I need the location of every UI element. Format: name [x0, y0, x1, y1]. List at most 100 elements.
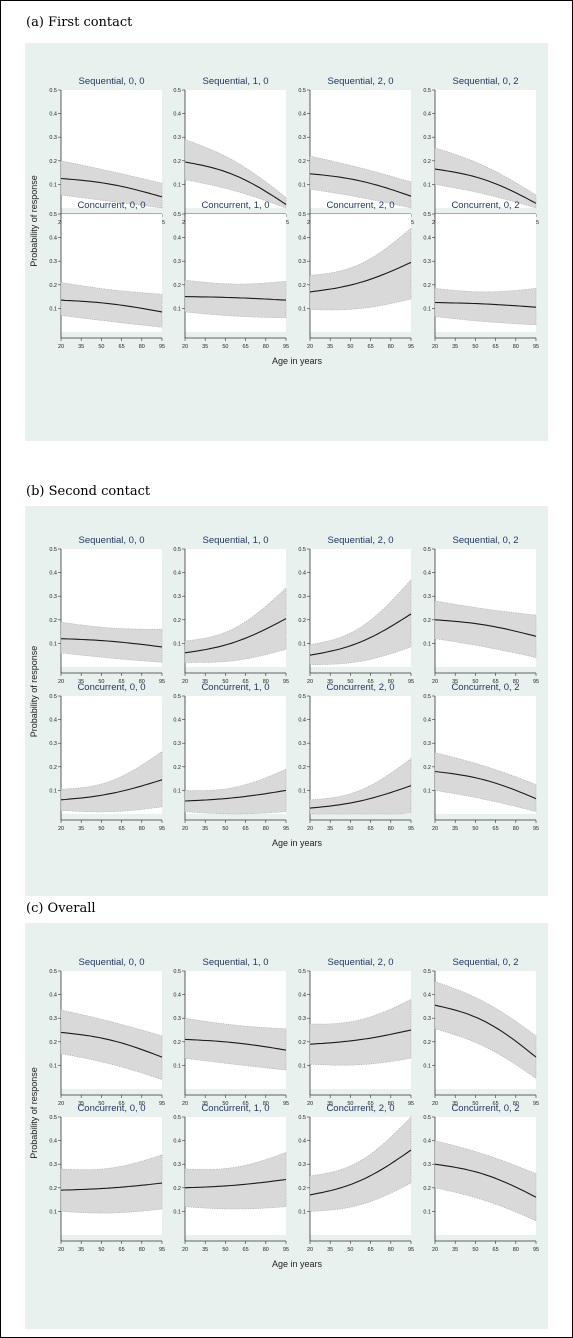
y-tick-label: 0.3	[173, 1016, 181, 1022]
fitted-line	[184, 161, 287, 205]
y-tick-label: 0.2	[49, 618, 57, 624]
fitted-line	[434, 301, 537, 308]
y-tick-label: 0.5	[49, 694, 57, 700]
x-tick-label: 20	[432, 1101, 438, 1107]
y-tick-label: 0.1	[173, 788, 181, 794]
y-tick-label: 0.5	[423, 88, 431, 94]
y-tick-label: 0.3	[49, 135, 57, 141]
subplot-title: Sequential, 0, 2	[452, 957, 518, 968]
x-tick-label: 35	[327, 826, 333, 832]
x-tick-label: 65	[119, 679, 125, 685]
y-tick-label: 0.1	[423, 1209, 431, 1215]
x-tick-label: 20	[182, 344, 188, 350]
confidence-band	[184, 587, 287, 663]
y-tick-label: 0.1	[298, 1209, 306, 1215]
x-tick-label: 65	[368, 826, 374, 832]
y-tick-label: 0.4	[423, 571, 431, 577]
x-tick-label: 65	[243, 1101, 249, 1107]
fitted-line	[60, 638, 163, 648]
y-axis-label: Probability of response	[29, 1067, 39, 1159]
x-tick-label: 80	[513, 344, 519, 350]
y-tick-label: 0.1	[423, 182, 431, 188]
confidence-band	[184, 1151, 287, 1210]
x-tick-label: 35	[78, 1247, 84, 1253]
x-tick-label: 95	[533, 1247, 539, 1253]
subplot-title: Sequential, 1, 0	[202, 957, 268, 968]
y-tick-label: 0.1	[49, 1063, 57, 1069]
y-axis-label: Probability of response	[29, 175, 39, 267]
fitted-line	[184, 296, 287, 301]
subplot: Concurrent, 2, 0 0.1 0.2 0.3 0.4 0.5 20 35 50 65 8…	[298, 200, 414, 350]
subplot: Sequential, 0, 2 0.1 0.2 0.3 0.4 0.5 20 35 50 65 8…	[423, 957, 539, 1107]
x-tick-label: 65	[243, 1247, 249, 1253]
x-tick-label: 80	[139, 826, 145, 832]
x-tick-label: 80	[139, 1101, 145, 1107]
subplot-title: Concurrent, 2, 0	[326, 200, 394, 211]
y-tick-label: 0.3	[298, 741, 306, 747]
x-tick-label: 65	[119, 1247, 125, 1253]
x-tick-label: 65	[368, 679, 374, 685]
fitted-line	[434, 1163, 537, 1198]
y-tick-label: 0.3	[49, 1016, 57, 1022]
subplot: Sequential, 2, 00.10.20.30.40.5203550658…	[298, 76, 414, 226]
x-tick-label: 50	[347, 826, 353, 832]
confidence-band	[184, 279, 287, 319]
x-tick-label: 20	[58, 679, 64, 685]
x-tick-label: 50	[222, 344, 228, 350]
y-tick-label: 0.3	[49, 1162, 57, 1168]
x-tick-label: 95	[533, 344, 539, 350]
x-tick-label: 80	[388, 344, 394, 350]
y-tick-label: 0.2	[298, 618, 306, 624]
y-tick-label: 0.4	[298, 993, 306, 999]
x-tick-label: 65	[243, 679, 249, 685]
fitted-line	[434, 619, 537, 637]
fitted-line	[309, 261, 412, 293]
confidence-band	[434, 981, 537, 1079]
x-tick-label: 20	[432, 826, 438, 832]
x-tick-label: 95	[408, 1101, 414, 1107]
y-tick-label: 0.1	[298, 788, 306, 794]
y-tick-label: 0.5	[49, 547, 57, 553]
x-tick-label: 65	[493, 344, 499, 350]
section-title-a: (a) First contact	[26, 15, 133, 30]
subplot: Sequential, 1, 0 0.1 0.2 0.3 0.4 0.5 20 35 50 65 8…	[173, 957, 289, 1107]
x-tick-label: 65	[119, 1101, 125, 1107]
x-tick-label: 95	[408, 826, 414, 832]
y-tick-label: 0.1	[49, 1209, 57, 1215]
subplot-title: Sequential, 0, 2	[452, 76, 518, 87]
y-tick-label: 0.2	[298, 1186, 306, 1192]
x-tick-label: 35	[202, 679, 208, 685]
x-tick-label: 20	[307, 1247, 313, 1253]
fitted-line	[60, 779, 163, 801]
x-tick-label: 20	[58, 1101, 64, 1107]
y-tick-label: 0.1	[423, 788, 431, 794]
fitted-line	[434, 1004, 537, 1058]
confidence-band	[60, 750, 163, 813]
subplot: Sequential, 0, 0 0.1 0.2 0.3 0.4 0.5 20 35 50 65 8…	[49, 535, 165, 685]
chart-0: Sequential, 0, 0 0.1 0.2 0.3 0.4 0.5 20 35 50 65 8…	[25, 43, 548, 441]
x-tick-label: 35	[78, 679, 84, 685]
x-tick-label: 95	[533, 1101, 539, 1107]
y-tick-label: 0.2	[423, 765, 431, 771]
x-tick-label: 95	[159, 679, 165, 685]
y-tick-label: 0.4	[298, 571, 306, 577]
x-tick-label: 95	[408, 1247, 414, 1253]
y-tick-label: 0.1	[173, 1063, 181, 1069]
x-tick-label: 95	[159, 1247, 165, 1253]
y-tick-label: 0.2	[423, 1040, 431, 1046]
y-tick-label: 0.3	[423, 1162, 431, 1168]
y-tick-label: 0.5	[173, 547, 181, 553]
subplot: Concurrent, 1, 0 0.1 0.2 0.3 0.4 0.5 20 35 50 65 8…	[173, 682, 289, 832]
y-tick-label: 0.2	[298, 159, 306, 165]
fitted-line	[60, 177, 163, 198]
x-axis-label: Age in years	[272, 1259, 323, 1269]
y-tick-label: 0.4	[49, 993, 57, 999]
subplot-title: Concurrent, 0, 2	[451, 200, 519, 211]
y-tick-label: 0.5	[423, 694, 431, 700]
y-tick-label: 0.2	[173, 618, 181, 624]
y-tick-label: 0.3	[173, 135, 181, 141]
x-tick-label: 65	[493, 826, 499, 832]
y-tick-label: 0.2	[49, 765, 57, 771]
fitted-line	[309, 1149, 412, 1196]
